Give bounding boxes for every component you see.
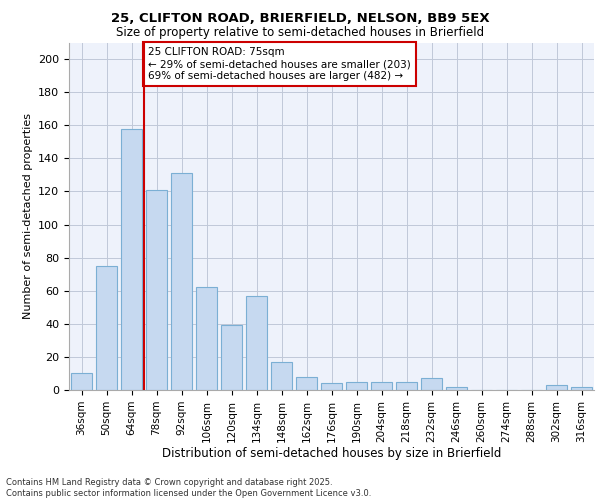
Bar bbox=[346, 382, 367, 390]
Bar bbox=[546, 385, 567, 390]
Text: 25 CLIFTON ROAD: 75sqm
← 29% of semi-detached houses are smaller (203)
69% of se: 25 CLIFTON ROAD: 75sqm ← 29% of semi-det… bbox=[148, 48, 410, 80]
Bar bbox=[171, 173, 192, 390]
Bar bbox=[146, 190, 167, 390]
Bar bbox=[196, 288, 217, 390]
Text: 25, CLIFTON ROAD, BRIERFIELD, NELSON, BB9 5EX: 25, CLIFTON ROAD, BRIERFIELD, NELSON, BB… bbox=[110, 12, 490, 24]
Bar bbox=[371, 382, 392, 390]
Bar bbox=[221, 326, 242, 390]
Bar bbox=[421, 378, 442, 390]
Bar bbox=[246, 296, 267, 390]
Bar bbox=[571, 386, 592, 390]
Bar bbox=[396, 382, 417, 390]
Bar bbox=[96, 266, 117, 390]
Bar bbox=[446, 386, 467, 390]
Text: Contains HM Land Registry data © Crown copyright and database right 2025.
Contai: Contains HM Land Registry data © Crown c… bbox=[6, 478, 371, 498]
Text: Size of property relative to semi-detached houses in Brierfield: Size of property relative to semi-detach… bbox=[116, 26, 484, 39]
Bar bbox=[296, 377, 317, 390]
Bar bbox=[271, 362, 292, 390]
Bar bbox=[121, 128, 142, 390]
Bar bbox=[321, 384, 342, 390]
X-axis label: Distribution of semi-detached houses by size in Brierfield: Distribution of semi-detached houses by … bbox=[162, 448, 501, 460]
Y-axis label: Number of semi-detached properties: Number of semi-detached properties bbox=[23, 114, 32, 320]
Bar bbox=[71, 374, 92, 390]
